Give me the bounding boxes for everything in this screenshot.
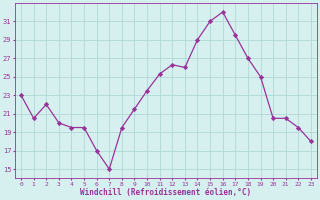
X-axis label: Windchill (Refroidissement éolien,°C): Windchill (Refroidissement éolien,°C) xyxy=(80,188,252,197)
